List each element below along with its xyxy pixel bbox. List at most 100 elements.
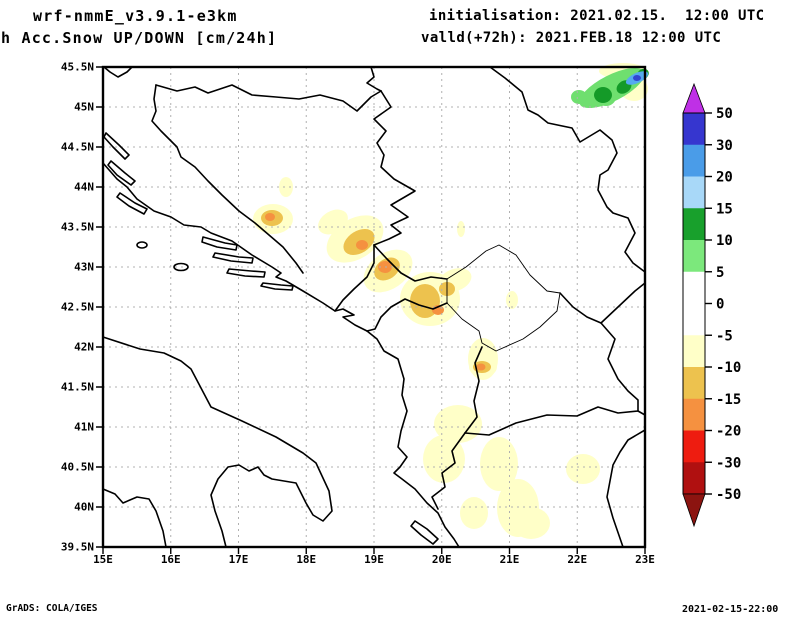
colorbar-segment [683, 176, 705, 209]
island-korcula [226, 268, 266, 278]
lat-tick-label: 44.5N [60, 140, 94, 154]
lon-tick-label: 17E [228, 553, 249, 566]
colorbar-segment [683, 144, 705, 177]
lat-tick-label: 41.5N [60, 380, 94, 394]
border-albania-macedonia [464, 346, 483, 434]
snow-melt-patch [480, 437, 518, 491]
border-danube-romania [489, 66, 646, 273]
lon-tick-label: 20E [431, 553, 452, 566]
colorbar-tick-label: 30 [716, 138, 733, 154]
border-greece-north [464, 406, 646, 436]
island-small [136, 241, 148, 249]
lat-tick-label: 42.5N [60, 300, 94, 314]
lat-tick-label: 44N [74, 180, 94, 194]
coastline-italy-adriatic [102, 336, 333, 548]
colorbar-segment [683, 208, 705, 241]
lon-tick-label: 19E [364, 553, 384, 566]
lat-tick-label: 40.5N [60, 460, 94, 474]
border-serbia-bulgaria [600, 282, 646, 324]
graticule [103, 67, 645, 547]
map-canvas [96, 63, 649, 554]
border-albania-greece [431, 432, 466, 510]
border-macedonia-bulgaria [600, 322, 639, 412]
border-serbia-macedonia [559, 292, 602, 324]
lon-tick-label: 22E [567, 553, 588, 566]
coastline-balkan-adriatic [102, 162, 460, 548]
island-vis [173, 262, 189, 272]
lon-tick-label: 23E [635, 553, 655, 566]
colorbar-tick-label: -15 [716, 392, 741, 408]
valid-time-label: valld(+72h): 2021.FEB.18 12:00 UTC [421, 30, 722, 46]
colorbar-tick-label: -50 [716, 487, 741, 503]
shaded-patches-pale-yellow [253, 63, 648, 539]
init-time-label: initialisation: 2021.02.15. 12:00 UTC [429, 8, 765, 24]
colorbar-tick-label: -5 [716, 328, 733, 344]
border-montenegro-albania [366, 298, 448, 332]
snow-melt-patch [566, 454, 600, 484]
border-drina-bosnia-serbia [373, 90, 416, 246]
snow-accum-max [633, 75, 641, 81]
coastline-aegean [606, 429, 646, 548]
map-frame-and-ticks [96, 65, 647, 554]
snow-melt-patch [279, 177, 293, 197]
colorbar-tick-label: 0 [716, 297, 724, 313]
island-krk [103, 132, 130, 160]
lat-tick-label: 39.5N [60, 540, 94, 554]
lon-tick-label: 21E [499, 553, 520, 566]
lat-tick-label: 45.5N [60, 60, 94, 74]
colorbar-tick-label: -10 [716, 360, 741, 376]
lon-tick-label: 16E [160, 553, 181, 566]
shaded-patches-snow-accumulation [571, 67, 649, 109]
border-kosovo-outline [446, 244, 561, 352]
lat-tick-marks [96, 66, 103, 548]
colorbar-tick-label: -20 [716, 424, 741, 440]
border-montenegro-serbia [373, 244, 448, 282]
island-pag [107, 160, 136, 186]
coastlines [102, 66, 646, 548]
country-borders [151, 66, 646, 510]
snow-accum-core [594, 87, 612, 103]
colorbar-segment [683, 240, 705, 273]
gridlines-horizontal [103, 106, 645, 508]
lat-tick-label: 41N [74, 420, 94, 434]
snow-melt-max [265, 213, 275, 221]
colorbar-arrow-down [682, 493, 706, 528]
colorbar-tick-label: 10 [716, 233, 733, 249]
colorbar-tick-label: 15 [716, 201, 733, 217]
lat-tick-label: 45N [74, 100, 94, 114]
border-croatia-bosnia-west [151, 84, 304, 274]
grads-credit: GrADS: COLA/IGES [6, 603, 98, 614]
colorbar-arrow-up [682, 82, 706, 114]
product-title: h Acc.Snow UP/DOWN [cm/24h] [1, 29, 278, 47]
colorbar-segment [683, 303, 705, 336]
model-title: wrf-nmmE_v3.9.1-e3km [33, 7, 238, 25]
colorbar-segment [683, 367, 705, 400]
island-corfu [410, 520, 439, 545]
colorbar-segment [683, 335, 705, 368]
snow-melt-patch [512, 507, 550, 539]
colorbar-segment [683, 462, 705, 495]
lat-tick-label: 43N [74, 260, 94, 274]
island-brac [201, 236, 238, 251]
colorbar-tick-label: 50 [716, 106, 733, 122]
colorbar-tick-label: 5 [716, 265, 724, 281]
border-croatia-serbia [366, 66, 382, 92]
snow-melt-patch [506, 291, 518, 309]
lon-tick-marks [102, 547, 646, 554]
colorbar-tick-label: 20 [716, 170, 733, 186]
snow-melt-max [356, 240, 368, 250]
colorbar-tick-label: -30 [716, 455, 741, 471]
colorbar-segment [683, 398, 705, 431]
island-dugi [116, 192, 148, 215]
border-bosnia-montenegro [334, 244, 375, 312]
colorbar-segment [683, 430, 705, 463]
snow-accum-patch [571, 90, 587, 104]
island-hvar [212, 252, 254, 264]
lat-tick-label: 42N [74, 340, 94, 354]
lon-tick-label: 18E [296, 553, 317, 566]
coastline-italy-tyrrhenian [102, 488, 167, 548]
snow-melt-patch [457, 221, 465, 237]
snow-melt-max [476, 363, 486, 371]
